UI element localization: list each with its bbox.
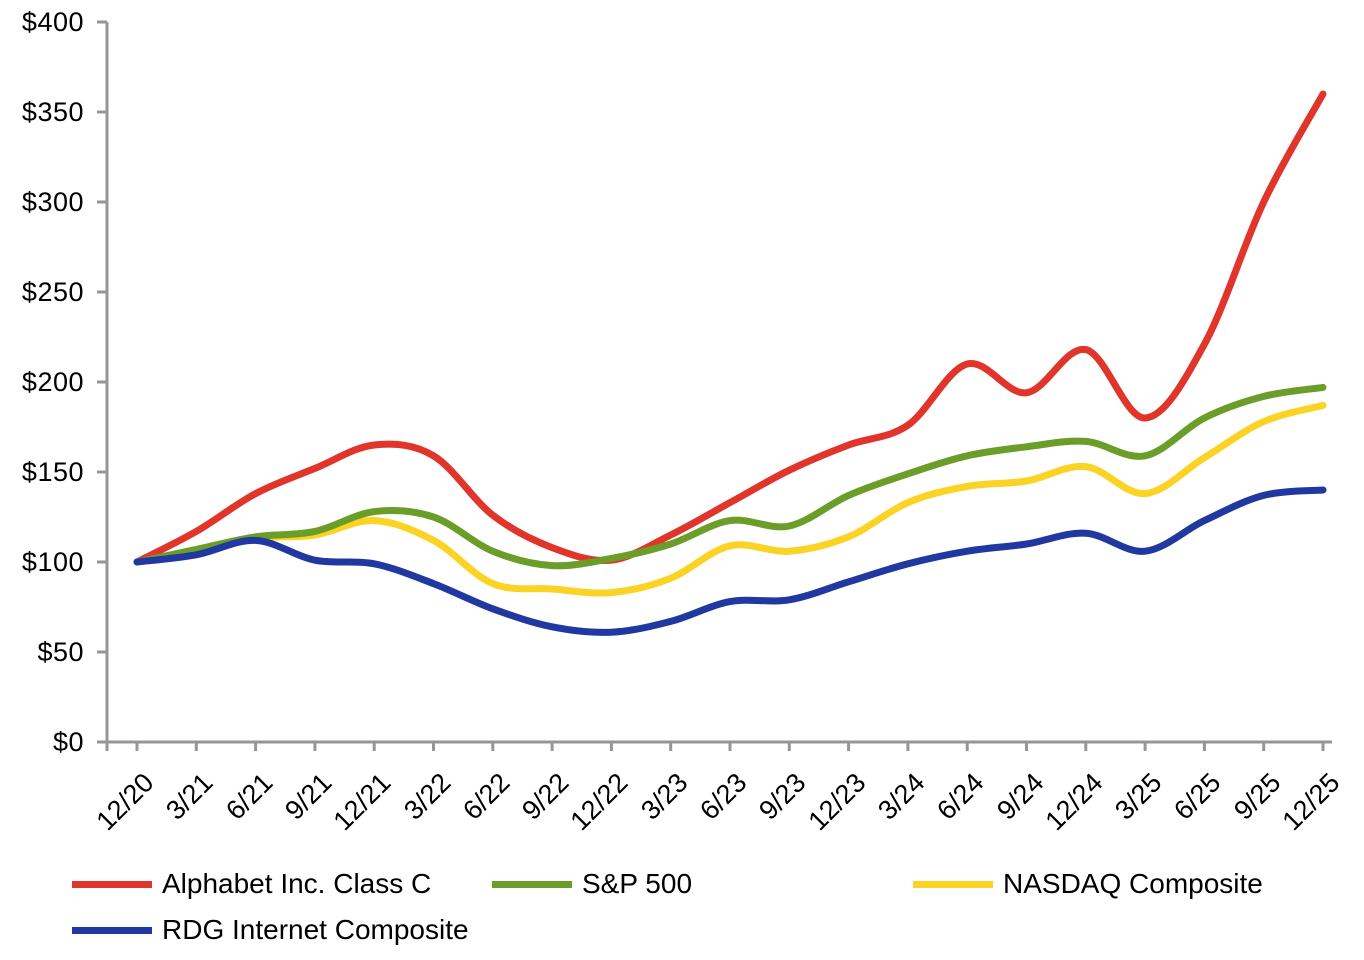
- series-line-nasdaq: [133, 401, 1327, 597]
- y-axis-label: $200: [21, 367, 84, 397]
- y-axis-label: $100: [21, 547, 84, 577]
- legend-swatch-rdg: [72, 926, 152, 934]
- series-line-rdg: [133, 486, 1327, 636]
- legend-label-nasdaq: NASDAQ Composite: [1003, 868, 1263, 899]
- legend-swatch-alphabet: [72, 880, 152, 888]
- legend-swatch-sp500: [492, 880, 572, 888]
- y-axis-label: $150: [21, 457, 84, 487]
- legend-swatch-nasdaq: [913, 880, 993, 888]
- y-axis-label: $400: [21, 7, 84, 37]
- y-axis-label: $0: [52, 727, 84, 757]
- legend-item-nasdaq: NASDAQ Composite: [913, 868, 1263, 899]
- legend-item-alphabet: Alphabet Inc. Class C: [72, 868, 432, 899]
- series-line-alphabet: [133, 90, 1327, 566]
- y-axis-label: $350: [21, 97, 84, 127]
- legend-item-rdg: RDG Internet Composite: [72, 914, 469, 945]
- legend-label-alphabet: Alphabet Inc. Class C: [162, 868, 432, 899]
- series-line-sp500: [133, 383, 1327, 570]
- legend-item-sp500: S&P 500: [492, 868, 693, 899]
- y-axis-label: $50: [37, 637, 84, 667]
- y-axis-label: $250: [21, 277, 84, 307]
- y-axis-label: $300: [21, 187, 84, 217]
- legend-label-rdg: RDG Internet Composite: [162, 914, 469, 945]
- legend-label-sp500: S&P 500: [582, 868, 693, 899]
